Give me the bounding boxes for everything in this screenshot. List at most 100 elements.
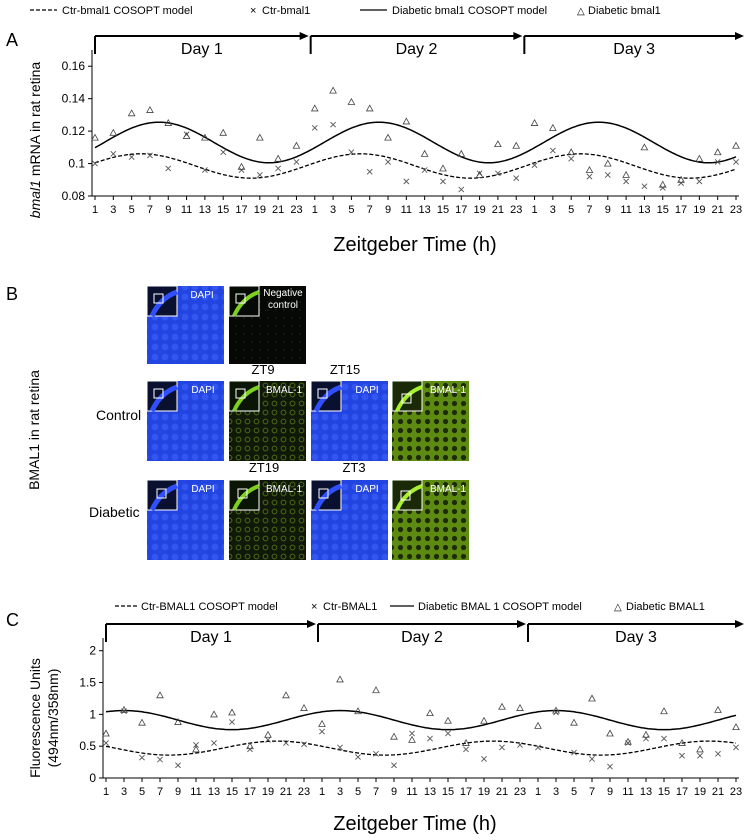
ctr-data-point (589, 755, 595, 762)
x-tick-label: 7 (586, 204, 592, 216)
y-tick-label: 0.08 (62, 189, 86, 203)
legend-label-ctr-c: Ctr-BMAL1 (323, 601, 377, 613)
x-tick-label: 15 (442, 786, 454, 798)
diabetic-zt3-bmal1-image: BMAL-1 (391, 479, 469, 560)
x-tick-label: 7 (373, 786, 379, 798)
x-tick-label: 9 (385, 204, 391, 216)
ctr-data-point (499, 744, 505, 751)
diabetic-data-point (219, 128, 228, 136)
ctr-data-point (103, 740, 109, 746)
bmal-tag: BMAL-1 (266, 484, 303, 495)
diabetic-data-point (354, 707, 362, 715)
ctr-cosopt-model-line (94, 153, 737, 179)
diabetic-data-point (102, 729, 110, 737)
y-tick-label: 1 (89, 707, 96, 721)
x-tick-label: 3 (553, 786, 559, 798)
x-tick-label: 17 (675, 204, 687, 216)
diabetic-data-point (457, 149, 466, 157)
x-tick-label: 5 (571, 786, 577, 798)
x-tick-label: 7 (157, 786, 163, 798)
ctr-data-point (607, 763, 613, 770)
legend-x-marker-c: × (311, 601, 317, 613)
diabetic-data-point (264, 730, 272, 738)
x-tick-label: 17 (455, 204, 467, 216)
ctr-data-point (714, 159, 721, 165)
diabetic-data-point (696, 745, 704, 753)
legend-a: Ctr-bmal1 COSOPT model × Ctr-bmal1 Diabe… (30, 5, 661, 17)
legend-label-diab-a: Diabetic bmal1 (588, 5, 661, 17)
ctr-data-point (440, 178, 446, 185)
diabetic-data-point (677, 175, 685, 183)
day-arrowhead (517, 620, 526, 628)
x-tick-label: 13 (208, 786, 220, 798)
diabetic-data-point (246, 742, 254, 750)
diabetic-data-point (174, 717, 182, 725)
plot-area-c: 00.511.521 3 5 7 9 11 13 15 17 19 21 23 1 3 5 7 9 11 13 15 1… (79, 620, 744, 798)
ctr-data-point (535, 744, 541, 751)
panel-b: B BMAL1 in rat retina Control Diabetic (0, 282, 745, 582)
x-tick-label: 15 (658, 786, 670, 798)
day-label: Day 2 (396, 41, 438, 58)
legend-label-ctr-model-c: Ctr-BMAL1 COSOPT model (141, 601, 278, 613)
zt-label: ZT3 (342, 460, 365, 475)
ctr-data-point (147, 152, 153, 159)
day-arrowhead (299, 32, 309, 40)
x-tick-label: 23 (730, 786, 742, 798)
x-tick-label: 21 (712, 786, 724, 798)
x-tick-label: 19 (693, 204, 705, 216)
x-tick-label: 21 (492, 204, 504, 216)
diabetic-data-point (228, 708, 236, 716)
diabetic-data-point (372, 686, 380, 694)
x-axis-label-a: Zeitgeber Time (h) (333, 234, 496, 256)
day-label: Day 2 (401, 629, 443, 646)
x-tick-label: 15 (657, 204, 669, 216)
x-tick-label: 15 (217, 204, 229, 216)
ctr-data-point (679, 752, 685, 759)
x-tick-label: 21 (280, 786, 292, 798)
x-tick-label: 19 (262, 786, 274, 798)
legend-label-diab-model-a: Diabetic bmal1 COSOPT model (392, 5, 547, 17)
ctr-data-point (337, 744, 343, 751)
diabetic-data-point (516, 703, 524, 711)
ctr-data-point (641, 183, 648, 190)
diabetic-cosopt-model-line (94, 121, 737, 164)
x-tick-label: 7 (367, 204, 373, 216)
diabetic-data-point (210, 710, 218, 718)
ctr-data-point (256, 171, 263, 178)
control-tag: control (268, 300, 298, 311)
dapi-tag: DAPI (191, 385, 214, 396)
diabetic-data-point (310, 104, 319, 112)
ctr-data-point (391, 762, 397, 769)
diabetic-data-point (146, 105, 154, 113)
dapi-tag: DAPI (190, 290, 213, 301)
diabetic-data-point (444, 716, 452, 724)
diabetic-data-point (390, 732, 398, 740)
diabetic-data-point (660, 707, 668, 715)
ctr-data-point (696, 178, 703, 185)
x-tick-label: 9 (605, 204, 611, 216)
x-tick-label: 15 (437, 204, 449, 216)
bmal-tag: BMAL-1 (266, 385, 303, 396)
ctr-data-point (283, 740, 289, 746)
ctr-data-point (549, 147, 556, 154)
dapi-tag: DAPI (191, 484, 214, 495)
ctr-data-point (661, 735, 667, 742)
x-tick-label: 23 (514, 786, 526, 798)
diabetic-data-point (642, 730, 650, 738)
x-tick-label: 13 (640, 786, 652, 798)
legend-label-ctr-a: Ctr-bmal1 (262, 5, 310, 17)
y-tick-label: 0.14 (62, 92, 86, 106)
ctr-data-point (348, 149, 355, 156)
x-tick-label: 19 (694, 786, 706, 798)
x-tick-label: 9 (391, 786, 397, 798)
x-tick-label: 23 (510, 204, 522, 216)
ctr-data-point (211, 740, 217, 746)
x-tick-label: 3 (110, 204, 116, 216)
x-tick-label: 11 (401, 204, 412, 216)
x-tick-label: 1 (312, 204, 318, 216)
ctr-data-point (409, 730, 415, 737)
diabetic-data-point (336, 675, 344, 683)
diabetic-data-point (439, 164, 447, 172)
diabetic-data-point (274, 154, 283, 162)
diabetic-data-point (329, 86, 337, 94)
